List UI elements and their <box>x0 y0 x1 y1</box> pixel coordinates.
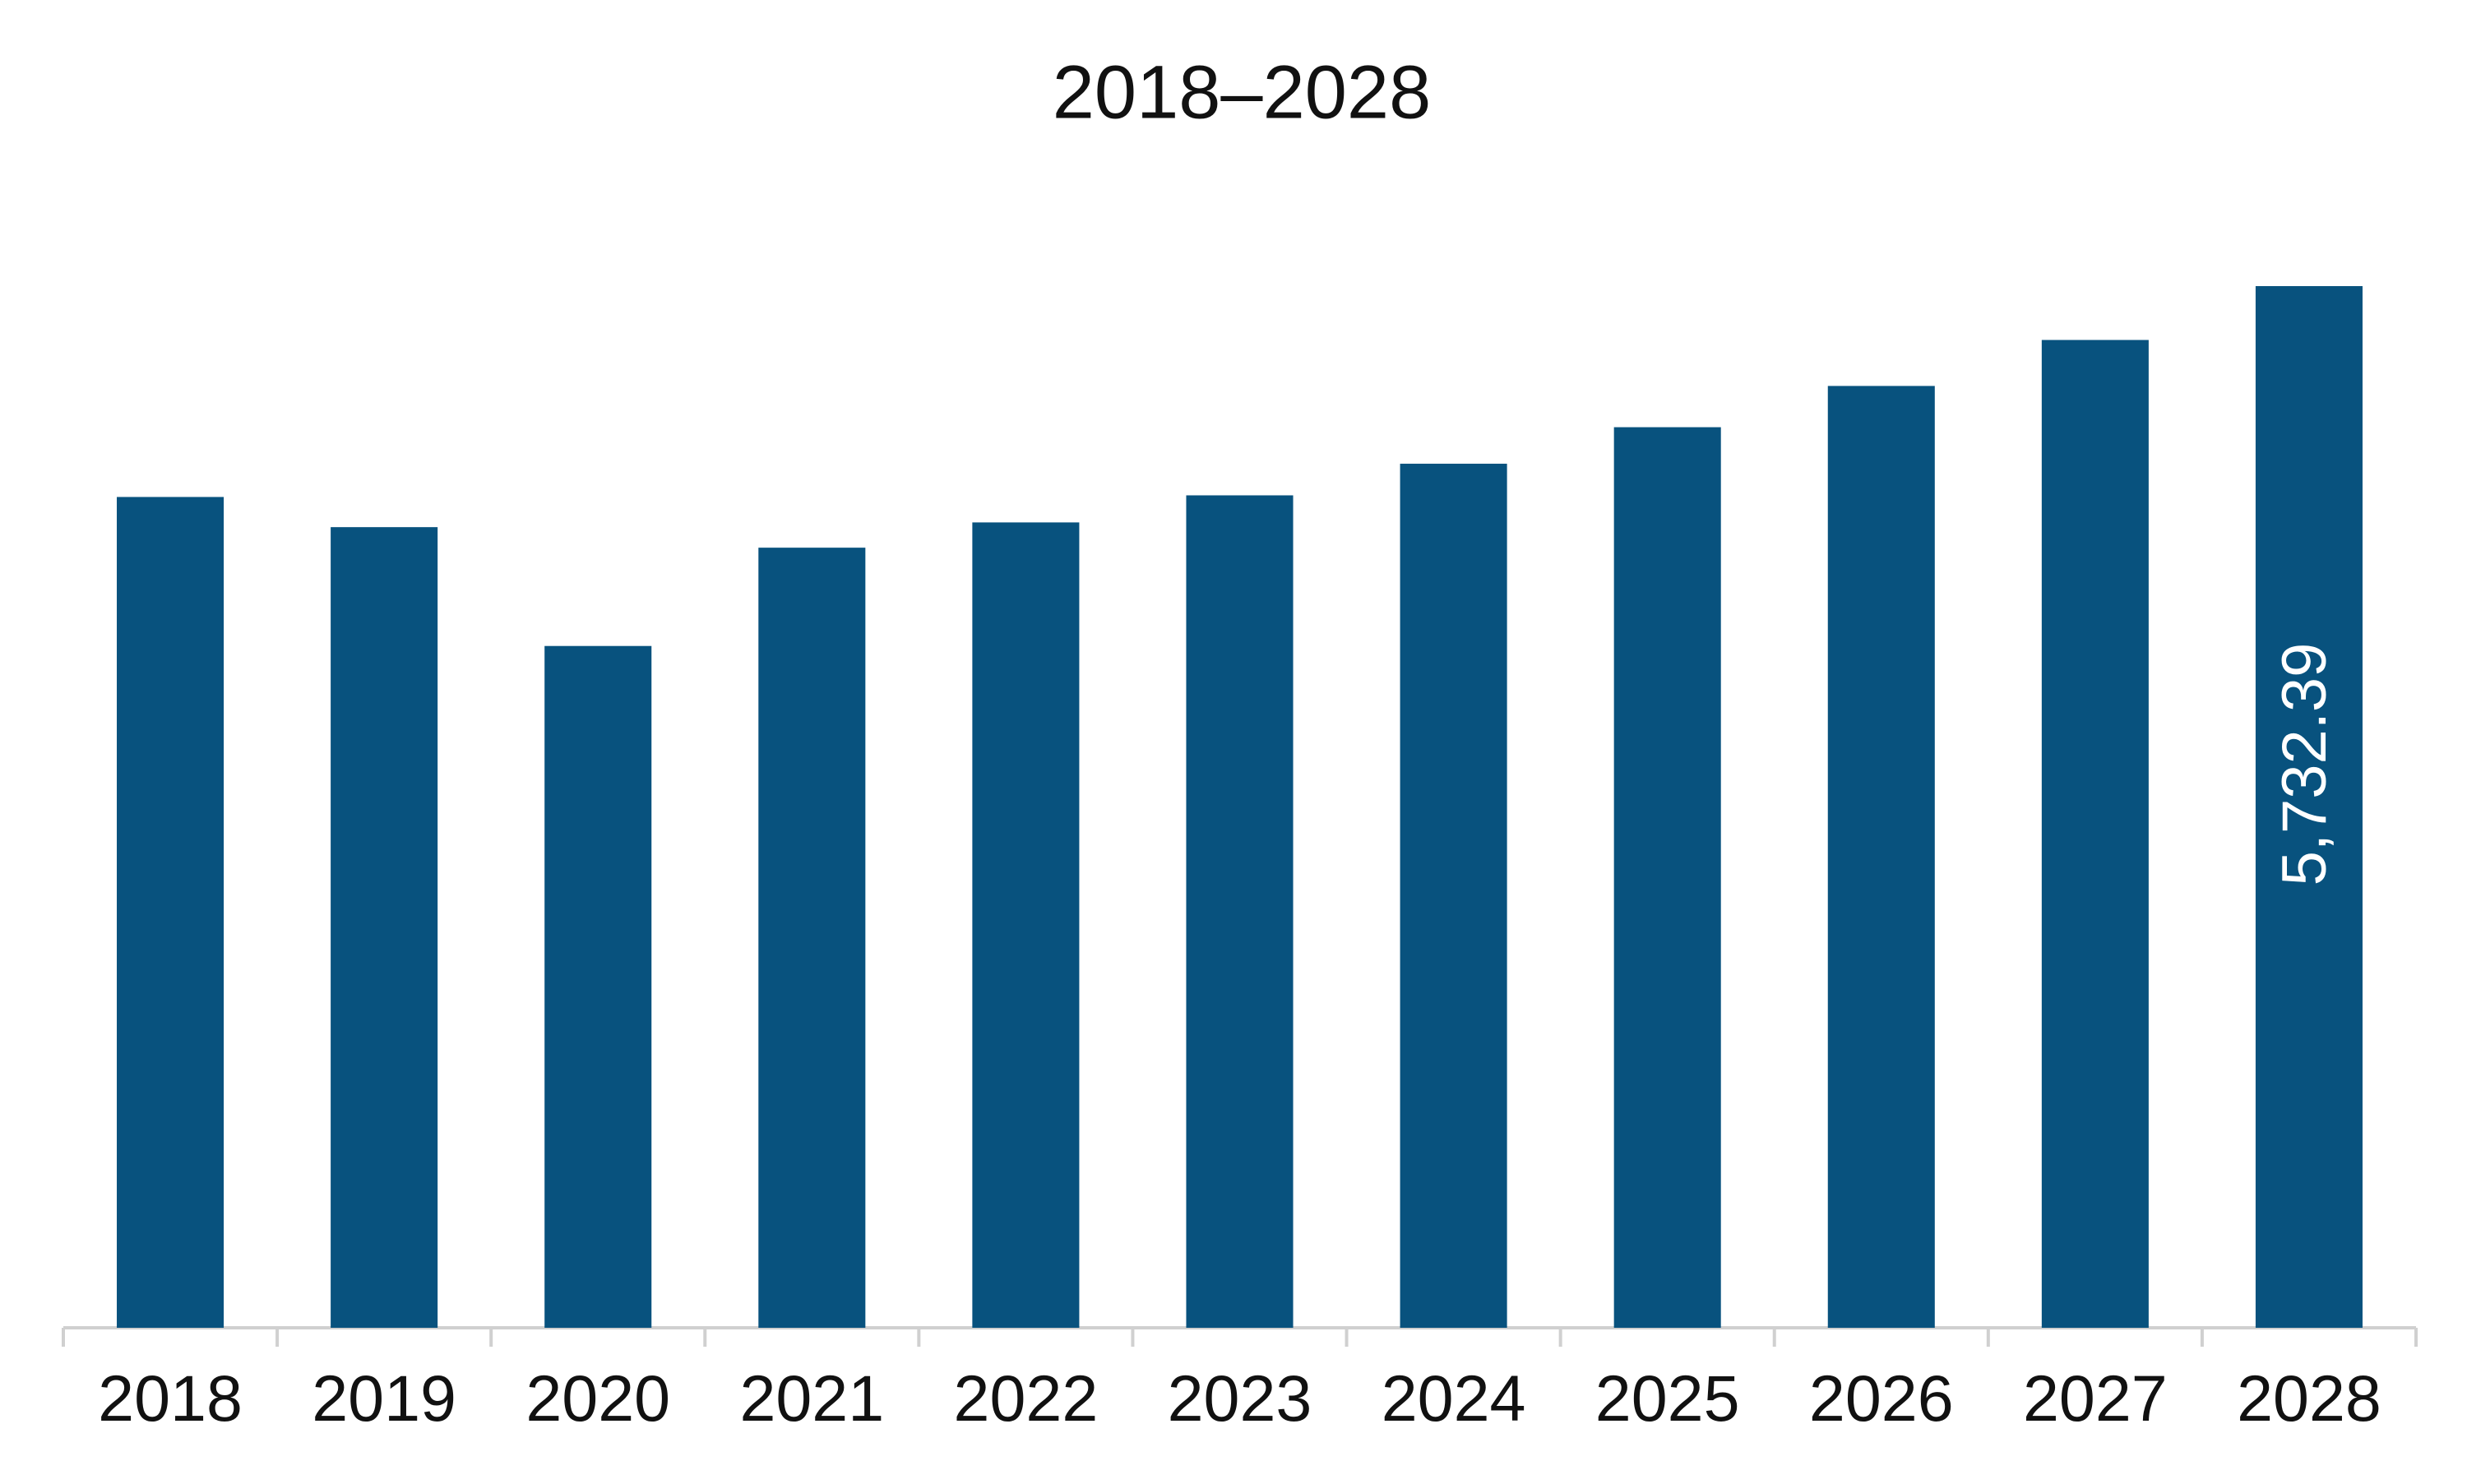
x-tick-label: 2027 <box>2023 1361 2168 1435</box>
bar <box>544 645 652 1328</box>
x-tick-label: 2021 <box>739 1361 884 1435</box>
bar <box>1186 495 1294 1328</box>
bar <box>117 497 224 1328</box>
bar <box>2255 286 2363 1328</box>
x-tick-label: 2018 <box>98 1361 243 1435</box>
value-label: 5,732.39 <box>2270 643 2340 886</box>
x-tick-label: 2028 <box>2237 1361 2381 1435</box>
bar <box>758 548 866 1328</box>
x-tick-label: 2019 <box>312 1361 456 1435</box>
bar <box>1827 386 1935 1329</box>
x-tick-label: 2022 <box>954 1361 1099 1435</box>
bar <box>1400 464 1507 1328</box>
x-tick-label: 2025 <box>1595 1361 1740 1435</box>
bar <box>1613 427 1721 1329</box>
bar <box>331 527 438 1328</box>
x-tick-label: 2024 <box>1382 1361 1526 1435</box>
x-tick-label: 2023 <box>1168 1361 1312 1435</box>
chart-title: 2018–2028 <box>1053 50 1432 134</box>
x-tick-label: 2026 <box>1809 1361 1954 1435</box>
bar <box>972 522 1080 1328</box>
x-tick-label: 2020 <box>525 1361 670 1435</box>
bar <box>2041 340 2149 1328</box>
